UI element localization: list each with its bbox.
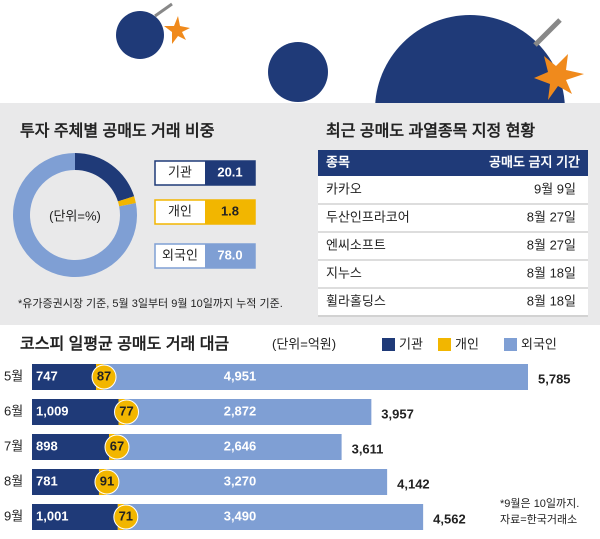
total-label: 4,142: [397, 476, 430, 491]
table-header-bg: [318, 150, 588, 176]
value-label: 4,951: [224, 368, 257, 383]
table-header: 공매도 금지 기간: [489, 154, 580, 169]
total-label: 5,785: [538, 371, 571, 386]
value-bubble: [94, 469, 120, 495]
bar-unit: (단위=억원): [272, 336, 336, 351]
legend-swatch: [382, 338, 395, 351]
value-label: 78.0: [217, 247, 242, 262]
donut-unit: (단위=%): [49, 208, 101, 223]
table-cell: 두산인프라코어: [326, 209, 410, 224]
table-cell: 휠라홀딩스: [326, 293, 386, 308]
legend-value-box: [205, 161, 255, 185]
value-label: 87: [97, 368, 111, 383]
legend-label: 기관: [168, 164, 192, 179]
bar-note: *9월은 10일까지.: [500, 496, 579, 510]
table-cell: 8월 18일: [527, 293, 576, 308]
value-label: 1,001: [36, 508, 69, 523]
table-header: 종목: [326, 154, 350, 169]
legend-label: 기관: [399, 336, 423, 351]
table-cell: 8월 27일: [527, 237, 576, 252]
table-cell: 8월 27일: [527, 209, 576, 224]
table-title: 최근 공매도 과열종목 지정 현황: [326, 121, 535, 140]
value-label: 20.1: [217, 164, 242, 179]
bar-segment: [32, 504, 118, 530]
donut-slice: [75, 153, 135, 202]
legend-value-box: [205, 200, 255, 224]
bar-segment: [114, 434, 342, 460]
value-label: 747: [36, 368, 58, 383]
bar-segment: [32, 434, 109, 460]
value-label: 898: [36, 438, 58, 453]
value-label: 91: [100, 473, 114, 488]
legend-swatch: [438, 338, 451, 351]
legend-label: 개인: [168, 203, 192, 218]
legend-value-box: [205, 244, 255, 268]
value-bubble: [104, 434, 130, 460]
value-label: 781: [36, 473, 58, 488]
value-label: 67: [110, 438, 124, 453]
y-tick-label: 6월: [4, 403, 23, 418]
value-label: 2,646: [224, 438, 257, 453]
y-tick-label: 9월: [4, 508, 23, 523]
value-label: 1.8: [221, 203, 239, 218]
table-cell: 8월 18일: [527, 265, 576, 280]
y-tick-label: 7월: [4, 438, 23, 453]
legend-label: 외국인: [521, 336, 557, 351]
bar-segment: [106, 469, 388, 495]
bar-segment: [32, 364, 97, 390]
table-cell: 9월 9일: [534, 181, 576, 196]
total-label: 4,562: [433, 511, 466, 526]
bar-segment: [125, 399, 372, 425]
bar-segment: [32, 469, 99, 495]
value-bubble: [114, 399, 140, 425]
value-label: 1,009: [36, 403, 69, 418]
legend-label: 외국인: [162, 247, 198, 262]
table-cell: 엔씨소프트: [326, 237, 386, 252]
total-label: 3,611: [352, 441, 384, 456]
bar-segment: [103, 364, 528, 390]
bar-source: 자료=한국거래소: [500, 513, 577, 526]
value-bubble: [91, 364, 117, 390]
value-label: 77: [119, 403, 133, 418]
table-cell: 카카오: [326, 181, 362, 196]
donut-slice: [117, 196, 136, 207]
y-tick-label: 5월: [4, 368, 23, 383]
donut-title: 투자 주체별 공매도 거래 비중: [20, 122, 215, 140]
legend-swatch: [504, 338, 517, 351]
value-label: 3,490: [224, 508, 257, 523]
value-label: 2,872: [224, 403, 257, 418]
bar-segment: [32, 399, 119, 425]
table-cell: 지누스: [326, 265, 362, 280]
bar-segment: [123, 504, 424, 530]
y-tick-label: 8월: [4, 473, 23, 488]
bar-title: 코스피 일평균 공매도 거래 대금: [20, 335, 229, 353]
total-label: 3,957: [381, 406, 414, 421]
value-label: 71: [119, 508, 133, 523]
donut-note: *유가증권시장 기준, 5월 3일부터 9월 10일까지 누적 기준.: [18, 296, 283, 310]
value-bubble: [113, 504, 139, 530]
legend-label: 개인: [455, 336, 479, 351]
value-label: 3,270: [224, 473, 257, 488]
